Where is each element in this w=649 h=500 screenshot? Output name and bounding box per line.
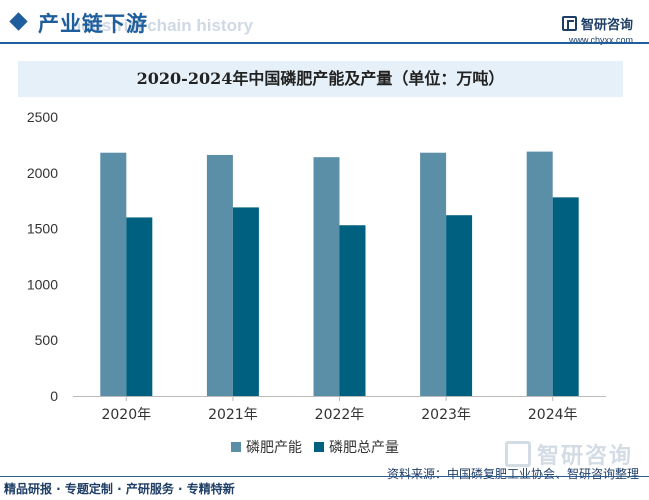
y-tick-label: 1500 (27, 221, 58, 237)
brand-logo-icon (561, 16, 577, 31)
y-tick-label: 2500 (27, 109, 58, 125)
bar-capacity (313, 157, 340, 396)
bar-output (339, 225, 366, 396)
footer-tagline: 精品研报 · 专题定制 · 产研服务 · 专精特新 (4, 482, 235, 496)
data-source: 资料来源：中国磷复肥工业协会、智研咨询整理 (386, 467, 639, 481)
bar-output (446, 215, 473, 396)
brand: 智研咨询 (561, 14, 633, 33)
header-divider (0, 42, 649, 44)
legend-label-output: 磷肥总产量 (329, 440, 399, 456)
header-ghost-text: Industrial chain history (66, 16, 254, 35)
brand-name: 智研咨询 (580, 18, 633, 33)
site-url: www.chyxx.com (568, 35, 633, 45)
bar-capacity (206, 154, 233, 396)
x-tick-label: 2020年 (101, 407, 151, 423)
x-tick-label: 2021年 (208, 407, 258, 423)
bar-chart: 0 500 1000 1500 2000 2500 2020年 2021年 2022年 2023年… (27, 109, 606, 423)
x-tick-label: 2022年 (315, 407, 365, 423)
legend-item-output: 磷肥总产量 (314, 437, 399, 457)
chart-title: 2020-2024年中国磷肥产能及产量（单位：万吨） (18, 61, 623, 97)
bar-capacity (526, 151, 553, 396)
watermark: 智研咨询 (504, 438, 633, 470)
y-tick-label: 0 (50, 388, 58, 404)
y-tick-label: 500 (35, 332, 59, 348)
watermark-logo-icon (504, 441, 531, 467)
watermark-text: 智研咨询 (536, 444, 633, 469)
legend-swatch-output (314, 442, 324, 452)
bar-capacity (420, 152, 447, 396)
x-tick-label: 2024年 (528, 407, 578, 423)
x-tick-label: 2023年 (421, 407, 471, 423)
bar-output (126, 217, 153, 396)
y-tick-label: 2000 (27, 165, 58, 181)
footer-divider (0, 476, 649, 477)
legend-swatch-capacity (231, 442, 241, 452)
bar-output (232, 207, 259, 396)
bar-capacity (100, 152, 127, 396)
page-title: 产业链下游 (38, 12, 148, 36)
legend-label-capacity: 磷肥产能 (246, 440, 302, 456)
bar-output (552, 197, 579, 396)
chart-legend: 磷肥产能 磷肥总产量 (231, 437, 411, 457)
legend-item-capacity: 磷肥产能 (231, 437, 302, 457)
y-tick-label: 1000 (27, 276, 58, 292)
